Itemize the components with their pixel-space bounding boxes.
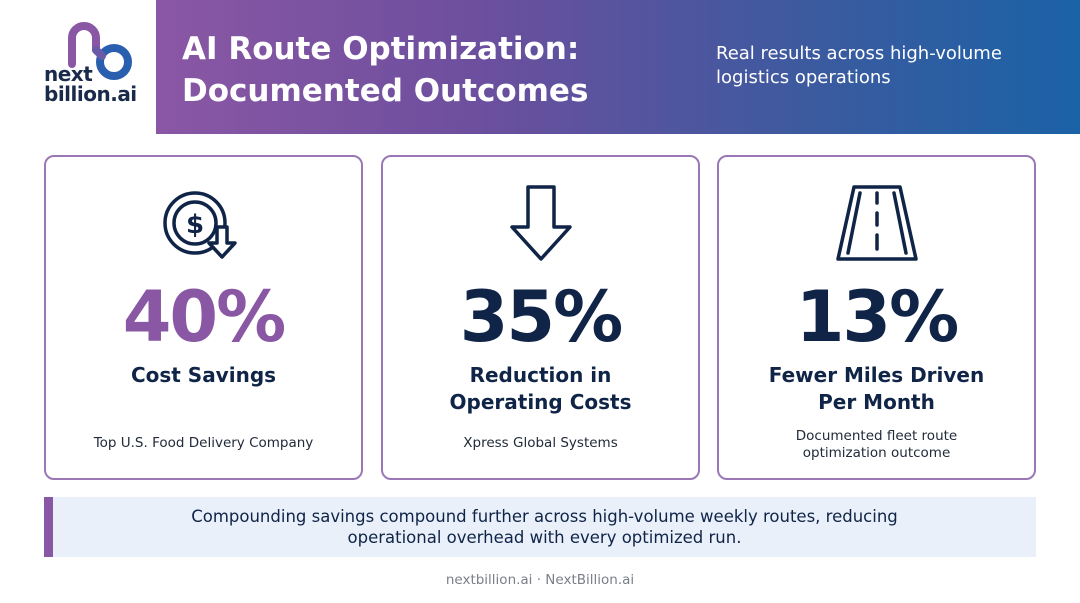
stat-value: 35% [459,276,624,358]
stat-source: Xpress Global Systems [463,435,618,451]
stat-label: Cost Savings [130,363,277,387]
logo-line-2: billion.ai [44,82,137,106]
logo-line-1: next [44,62,93,86]
stat-card-operating-costs: 35% Reduction in Operating Costs Xpress … [381,155,700,480]
stat-value: 40% [122,276,287,358]
stat-card-fewer-miles: 13% Fewer Miles Driven Per Month Documen… [717,155,1036,480]
logo-icon [68,22,132,80]
down-arrow-icon [383,183,698,265]
stat-value: 13% [795,276,960,358]
stat-card-cost-savings: $ 40% Cost Savings Top U.S. Food Deliver… [44,155,363,480]
logo-wordmark: next billion.ai [44,64,137,104]
dollar-coin-down-arrow-icon: $ [46,183,361,265]
logo-area: next billion.ai [0,0,156,134]
stat-source: Documented fleet route optimization outc… [795,428,958,461]
summary-text: Compounding savings compound further acr… [191,507,898,547]
header-banner [156,0,1080,134]
summary-callout: Compounding savings compound further acr… [44,497,1036,557]
stat-label: Reduction in Operating Costs [449,363,632,414]
road-icon [719,183,1034,265]
page-title: AI Route Optimization: Documented Outcom… [182,31,589,109]
svg-text:$: $ [185,210,203,240]
stat-label: Fewer Miles Driven Per Month [768,363,985,414]
page-subtitle: Real results across high-volume logistic… [716,43,1002,88]
stat-source: Top U.S. Food Delivery Company [93,435,314,451]
footer-text: nextbillion.ai · NextBillion.ai [445,572,635,588]
